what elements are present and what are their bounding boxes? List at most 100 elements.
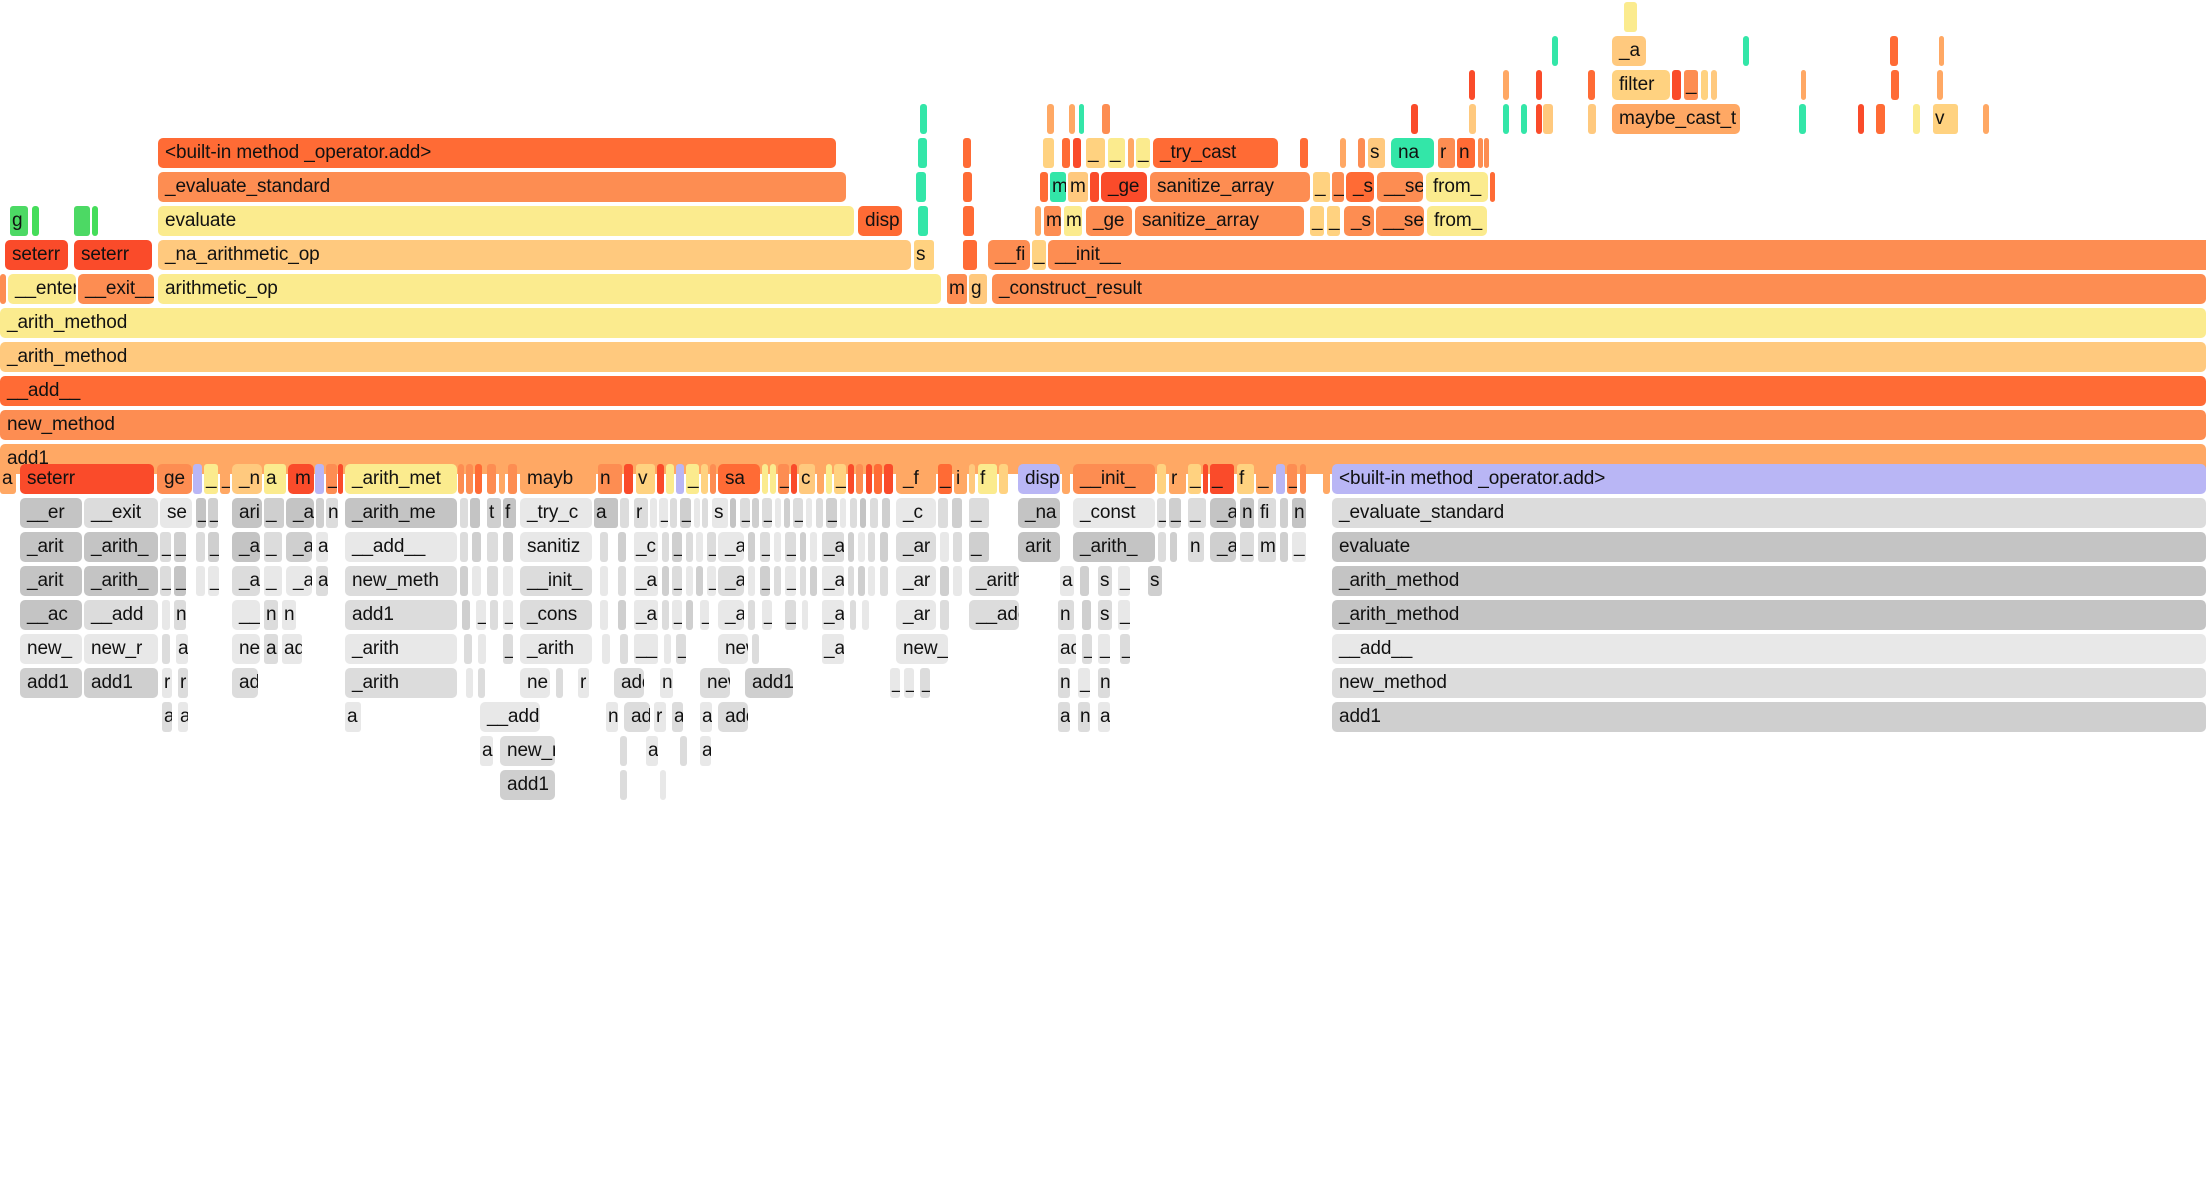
flamegraph-frame[interactable] [696, 566, 703, 596]
flamegraph-frame[interactable]: _ge [1101, 172, 1147, 202]
flamegraph-frame[interactable] [466, 464, 473, 494]
flamegraph-frame[interactable] [600, 532, 608, 562]
flamegraph-frame[interactable]: add1 [1332, 702, 2206, 732]
flamegraph-frame[interactable]: c [799, 464, 815, 494]
flamegraph-frame[interactable]: r [162, 668, 172, 698]
flamegraph-frame[interactable]: _ [1310, 206, 1324, 236]
flamegraph-frame[interactable]: _ [326, 464, 337, 494]
flamegraph-frame[interactable]: _ [1157, 498, 1166, 528]
flamegraph-frame[interactable] [1543, 104, 1553, 134]
flamegraph-frame[interactable] [464, 634, 472, 664]
flamegraph-frame[interactable]: n [1058, 668, 1070, 698]
flamegraph-frame[interactable]: f [1237, 464, 1254, 494]
flamegraph-frame[interactable] [666, 464, 674, 494]
flamegraph-frame[interactable]: _ [160, 566, 171, 596]
callees-flamegraph-panel[interactable]: _a filter _ maybe_cast_t v <built-in method _… [0, 0, 2206, 474]
flamegraph-frame[interactable] [466, 668, 473, 698]
flamegraph-frame[interactable] [1073, 138, 1081, 168]
flamegraph-frame[interactable]: _arith_ [1073, 532, 1155, 562]
flamegraph-frame[interactable]: new_ [20, 634, 82, 664]
flamegraph-frame[interactable] [880, 566, 888, 596]
flamegraph-frame[interactable]: __n [232, 600, 260, 630]
flamegraph-frame[interactable] [686, 532, 693, 562]
flamegraph-frame[interactable]: _arith [345, 668, 457, 698]
flamegraph-frame[interactable]: n [1098, 668, 1110, 698]
flamegraph-frame[interactable] [1280, 498, 1288, 528]
flamegraph-frame[interactable]: __init_ [1073, 464, 1155, 494]
flamegraph-frame[interactable]: a [700, 736, 711, 766]
flamegraph-frame[interactable] [196, 532, 205, 562]
flamegraph-frame[interactable]: a [178, 702, 188, 732]
flamegraph-frame[interactable] [848, 532, 854, 562]
flamegraph-frame[interactable] [916, 172, 926, 202]
flamegraph-frame[interactable]: _ [174, 566, 186, 596]
flamegraph-frame[interactable]: arit [1018, 532, 1060, 562]
flamegraph-frame[interactable]: a [264, 634, 278, 664]
flamegraph-frame[interactable]: _ [1032, 240, 1046, 270]
flamegraph-frame[interactable] [664, 634, 671, 664]
flamegraph-frame[interactable]: _c [634, 532, 658, 562]
flamegraph-frame[interactable]: new [700, 668, 730, 698]
flamegraph-frame[interactable] [752, 634, 759, 664]
flamegraph-frame[interactable]: _ [686, 464, 699, 494]
flamegraph-frame[interactable] [1503, 104, 1509, 134]
flamegraph-frame[interactable]: seterr [5, 240, 68, 270]
flamegraph-frame[interactable]: disp [1018, 464, 1060, 494]
flamegraph-frame[interactable] [806, 498, 812, 528]
flamegraph-frame[interactable] [508, 464, 517, 494]
flamegraph-frame[interactable]: seterr [20, 464, 154, 494]
flamegraph-frame[interactable] [826, 464, 832, 494]
flamegraph-frame[interactable]: <built-in method _operator.add> [158, 138, 836, 168]
flamegraph-frame[interactable]: _ [1313, 172, 1330, 202]
flamegraph-frame[interactable] [1047, 104, 1054, 134]
flamegraph-frame[interactable]: _ [834, 464, 846, 494]
flamegraph-frame[interactable]: _ [208, 532, 219, 562]
flamegraph-frame[interactable]: __ [634, 634, 658, 664]
flamegraph-frame[interactable]: _ [680, 498, 691, 528]
flamegraph-frame[interactable]: r [1438, 138, 1455, 168]
flamegraph-frame[interactable] [882, 498, 890, 528]
flamegraph-frame[interactable] [1469, 104, 1476, 134]
flamegraph-frame[interactable] [940, 532, 949, 562]
flamegraph-frame[interactable]: _ [1210, 464, 1234, 494]
flamegraph-frame[interactable]: __add [84, 600, 158, 630]
flamegraph-frame[interactable]: __add__ [1332, 634, 2206, 664]
flamegraph-frame[interactable]: _ge [1086, 206, 1132, 236]
flamegraph-frame[interactable] [1536, 104, 1542, 134]
flamegraph-frame[interactable]: _ [204, 464, 218, 494]
flamegraph-frame[interactable]: sanitize_array [1150, 172, 1310, 202]
flamegraph-frame[interactable] [940, 600, 949, 630]
flamegraph-frame[interactable]: _ [1098, 634, 1110, 664]
flamegraph-frame[interactable]: add1 [745, 668, 793, 698]
flamegraph-frame[interactable] [600, 566, 608, 596]
flamegraph-frame[interactable]: _s [1344, 206, 1374, 236]
flamegraph-frame[interactable] [1588, 104, 1596, 134]
flamegraph-frame[interactable]: _ [160, 532, 171, 562]
flamegraph-frame[interactable]: _ [208, 566, 219, 596]
flamegraph-frame[interactable]: f [503, 498, 516, 528]
flamegraph-frame[interactable] [92, 206, 98, 236]
flamegraph-frame[interactable]: __init_ [520, 566, 592, 596]
flamegraph-frame[interactable] [315, 464, 324, 494]
flamegraph-frame[interactable] [770, 464, 776, 494]
flamegraph-frame[interactable] [1711, 70, 1717, 100]
flamegraph-frame[interactable] [1536, 70, 1542, 100]
flamegraph-frame[interactable]: _ [740, 498, 750, 528]
flamegraph-frame[interactable]: v [636, 464, 655, 494]
flamegraph-frame[interactable] [470, 498, 480, 528]
flamegraph-frame[interactable] [1128, 138, 1134, 168]
flamegraph-frame[interactable]: _ [1684, 70, 1698, 100]
flamegraph-frame[interactable] [848, 566, 854, 596]
flamegraph-frame[interactable]: _a [634, 566, 658, 596]
flamegraph-frame[interactable]: m [1064, 206, 1082, 236]
flamegraph-frame[interactable]: add1 [500, 770, 555, 800]
flamegraph-frame[interactable]: _ [264, 566, 282, 596]
flamegraph-frame[interactable]: a [1060, 566, 1074, 596]
flamegraph-frame[interactable] [1323, 464, 1330, 494]
flamegraph-frame[interactable] [686, 600, 693, 630]
flamegraph-frame[interactable]: _ [1169, 498, 1181, 528]
flamegraph-frame[interactable] [816, 498, 823, 528]
flamegraph-frame[interactable]: add [614, 668, 644, 698]
flamegraph-frame[interactable] [487, 566, 498, 596]
flamegraph-frame[interactable]: n [1078, 702, 1090, 732]
